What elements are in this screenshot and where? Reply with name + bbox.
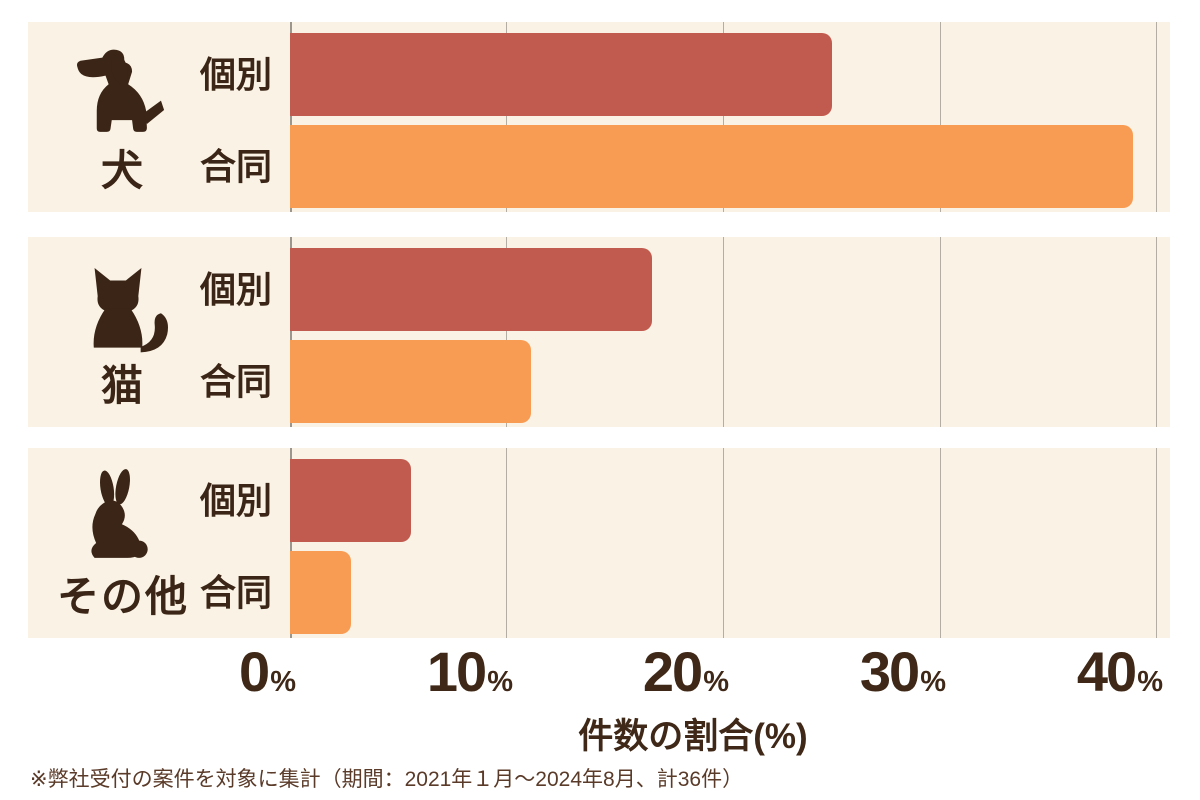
gridline-30pct [940, 237, 941, 427]
gridline-10pct [506, 448, 507, 638]
gridline-40pct [1156, 22, 1157, 212]
gridline-20pct [723, 237, 724, 427]
series-label-joint: 合同 [199, 361, 272, 402]
gridline-0pct [290, 237, 292, 427]
footnote: ※弊社受付の案件を対象に集計（期間：2021年１月～2024年8月、計36件） [30, 768, 744, 791]
bar-cat-joint [290, 340, 531, 423]
series-label-individual: 個別 [199, 480, 272, 521]
series-label-individual: 個別 [199, 269, 272, 310]
bar-other-joint [290, 551, 351, 634]
rabbit-icon [53, 464, 183, 572]
series-label-joint: 合同 [199, 572, 272, 613]
x-axis-title: 件数の割合(%) [578, 717, 808, 756]
tick-percent-sign: % [703, 666, 729, 698]
x-tick-20: 20% [643, 642, 729, 702]
tick-number: 20 [642, 640, 703, 703]
gridline-40pct [1156, 237, 1157, 427]
tick-percent-sign: % [1137, 666, 1163, 698]
dog-icon [53, 38, 183, 146]
tick-number: 10 [426, 640, 487, 703]
group-panel-cat: 猫 個別 合同 [28, 237, 1170, 427]
gridline-30pct [940, 22, 941, 212]
tick-number: 30 [859, 640, 920, 703]
bar-other-individual [290, 459, 411, 542]
bar-dog-individual [290, 33, 832, 116]
category-label-other: その他 [56, 573, 189, 620]
category-label-dog: 犬 [100, 147, 145, 194]
series-label-joint: 合同 [199, 146, 272, 187]
gridline-10pct [506, 22, 507, 212]
group-panel-dog: 犬 個別 合同 [28, 22, 1170, 212]
category-label-cat: 猫 [100, 362, 145, 409]
gridline-10pct [506, 237, 507, 427]
tick-percent-sign: % [270, 666, 296, 698]
cat-icon [53, 253, 183, 361]
gridline-40pct [1156, 448, 1157, 638]
gridline-30pct [940, 448, 941, 638]
tick-number: 0 [239, 640, 270, 703]
x-tick-10: 10% [427, 642, 513, 702]
x-tick-0: 0% [239, 642, 296, 702]
series-label-individual: 個別 [199, 54, 272, 95]
tick-number: 40 [1076, 640, 1137, 703]
tick-percent-sign: % [920, 666, 946, 698]
group-panel-other: その他 個別 合同 [28, 448, 1170, 638]
gridline-20pct [723, 448, 724, 638]
gridline-0pct [290, 22, 292, 212]
gridline-0pct [290, 448, 292, 638]
x-tick-40: 40% [1077, 642, 1163, 702]
bar-cat-individual [290, 248, 652, 331]
gridline-20pct [723, 22, 724, 212]
x-tick-30: 30% [860, 642, 946, 702]
bar-dog-joint [290, 125, 1133, 208]
tick-percent-sign: % [487, 666, 513, 698]
